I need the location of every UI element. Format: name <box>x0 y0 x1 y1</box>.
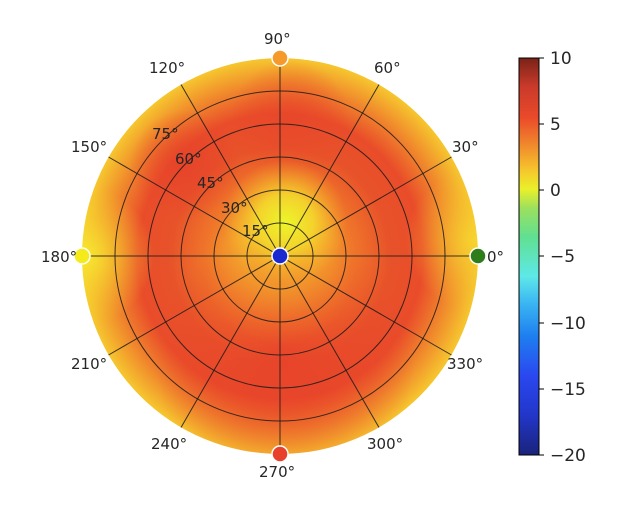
angle-label-120: 120° <box>149 59 185 77</box>
angle-label-0: 0° <box>487 248 504 266</box>
marker-0deg <box>469 247 487 265</box>
colorbar-gradient <box>518 57 540 456</box>
angle-label-30: 30° <box>452 138 479 156</box>
angle-label-330: 330° <box>447 355 483 373</box>
radial-tick-labels: 15° 30° 45° 60° 75° <box>152 125 269 240</box>
radius-label-45: 45° <box>197 174 224 192</box>
colorbar-tick-neg15: −15 <box>550 380 586 400</box>
colorbar-tick-0: 0 <box>550 181 561 201</box>
marker-90deg <box>271 49 289 67</box>
angle-label-300: 300° <box>367 435 403 453</box>
angle-label-150: 150° <box>71 138 107 156</box>
angle-label-270: 270° <box>259 463 295 481</box>
marker-center <box>271 247 289 265</box>
colorbar-tick-neg5: −5 <box>550 247 575 267</box>
radius-label-60: 60° <box>175 150 202 168</box>
marker-270deg <box>271 445 289 463</box>
data-markers <box>73 49 487 463</box>
colorbar-tick-5: 5 <box>550 115 561 135</box>
radius-label-30: 30° <box>221 199 248 217</box>
angle-label-90: 90° <box>264 30 291 48</box>
angle-label-180: 180° <box>41 248 77 266</box>
angle-label-60: 60° <box>374 59 401 77</box>
colorbar-tick-neg10: −10 <box>550 314 586 334</box>
radius-label-75: 75° <box>152 125 179 143</box>
colorbar: 10 5 0 −5 −10 −15 −20 <box>518 49 586 466</box>
colorbar-tick-10: 10 <box>550 49 572 69</box>
radius-label-15: 15° <box>242 222 269 240</box>
angle-label-240: 240° <box>151 435 187 453</box>
angle-label-210: 210° <box>71 355 107 373</box>
angular-tick-labels: 0° 30° 60° 90° 120° 150° 180° 210° 240° … <box>41 30 504 481</box>
colorbar-tick-neg20: −20 <box>550 446 586 466</box>
marker-180deg <box>73 247 91 265</box>
